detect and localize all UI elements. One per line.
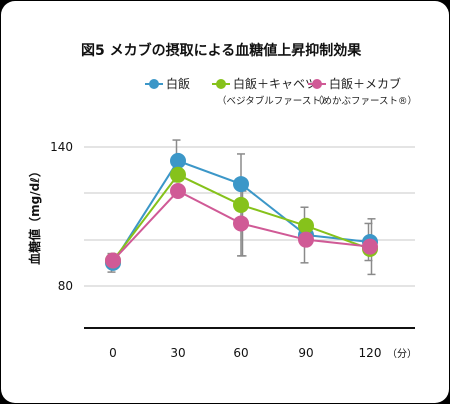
data-point bbox=[298, 231, 314, 248]
data-point bbox=[233, 196, 249, 213]
x-tick-label: 90 bbox=[298, 346, 313, 360]
legend-marker bbox=[149, 79, 159, 89]
data-point bbox=[105, 252, 121, 269]
data-point bbox=[233, 176, 249, 193]
legend-marker bbox=[216, 79, 226, 89]
legend-sublabel: （ベジタブルファースト） bbox=[217, 95, 330, 107]
legend-marker bbox=[312, 79, 322, 89]
legend-label: 白飯 bbox=[166, 76, 190, 91]
data-point bbox=[170, 166, 186, 183]
legend-sublabel: （めかぶファースト®） bbox=[313, 95, 417, 107]
y-tick-label: 140 bbox=[50, 140, 73, 154]
x-axis-unit: （分） bbox=[387, 348, 417, 360]
legend: 白飯 白飯＋キャベツ （ベジタブルファースト） 白飯＋メカブ （めかぶファースト®） bbox=[145, 76, 417, 107]
grid bbox=[84, 146, 415, 287]
data-point bbox=[170, 152, 186, 169]
plot-area bbox=[105, 139, 378, 276]
data-point bbox=[233, 215, 249, 232]
legend-label: 白飯＋キャベツ bbox=[233, 76, 317, 91]
data-point bbox=[362, 238, 378, 255]
legend-label: 白飯＋メカブ bbox=[329, 76, 401, 91]
x-tick-label: 60 bbox=[233, 346, 248, 360]
data-point bbox=[170, 183, 186, 200]
y-ticks: 140 80 bbox=[50, 140, 73, 293]
x-tick-label: 30 bbox=[170, 346, 185, 360]
x-ticks: 0 30 60 90 120 bbox=[109, 346, 381, 360]
y-tick-label: 80 bbox=[58, 279, 73, 293]
y-axis-label: 血糖値（mg/dℓ） bbox=[27, 165, 42, 265]
chart-title: 図5 メカブの摂取による血糖値上昇抑制効果 bbox=[81, 42, 362, 59]
data-point bbox=[298, 217, 314, 234]
x-tick-label: 0 bbox=[109, 346, 117, 360]
x-tick-label: 120 bbox=[359, 346, 382, 360]
